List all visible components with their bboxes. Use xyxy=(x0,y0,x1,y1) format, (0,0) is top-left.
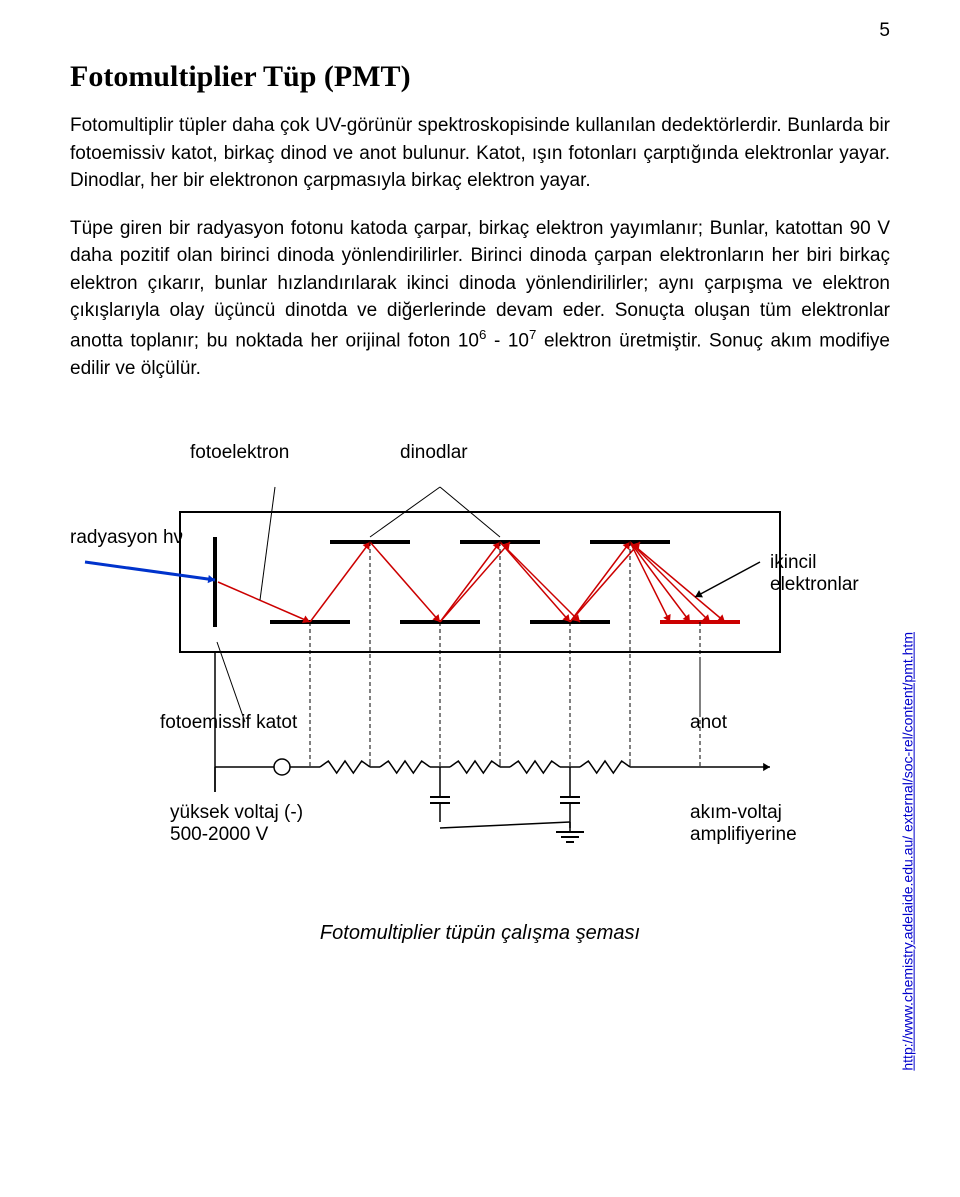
label-akim-voltaj-l1: akım-voltaj xyxy=(690,802,782,823)
figure-caption: Fotomultiplier tüpün çalışma şeması xyxy=(70,922,890,945)
label-yuksek-voltaj: yüksek voltaj (-) 500-2000 V xyxy=(170,802,303,846)
label-fotoelektron: fotoelektron xyxy=(190,442,289,464)
source-link[interactable]: http://www.chemistry.adelaide.edu.au/ ex… xyxy=(900,632,916,1071)
label-radyasyon: radyasyon hν xyxy=(70,527,183,549)
label-ikincil-elektronlar: ikincil elektronlar xyxy=(770,552,859,596)
intro-paragraph: Fotomultiplir tüpler daha çok UV-görünür… xyxy=(70,112,890,195)
page-number: 5 xyxy=(879,20,890,42)
label-fotoemissif-katot: fotoemissif katot xyxy=(160,712,297,734)
label-akim-voltaj: akım-voltaj amplifiyerine xyxy=(690,802,797,846)
pmt-diagram: fotoelektron dinodlar radyasyon hν ikinc… xyxy=(70,432,890,892)
label-dinodlar: dinodlar xyxy=(400,442,468,464)
label-yuksek-voltaj-l1: yüksek voltaj (-) xyxy=(170,802,303,823)
label-anot: anot xyxy=(690,712,727,734)
label-akim-voltaj-l2: amplifiyerine xyxy=(690,824,797,845)
para-text: - 10 xyxy=(486,330,529,351)
main-paragraph: Tüpe giren bir radyasyon fotonu katoda ç… xyxy=(70,215,890,383)
page-title: Fotomultiplier Tüp (PMT) xyxy=(70,60,890,94)
label-yuksek-voltaj-l2: 500-2000 V xyxy=(170,824,268,845)
